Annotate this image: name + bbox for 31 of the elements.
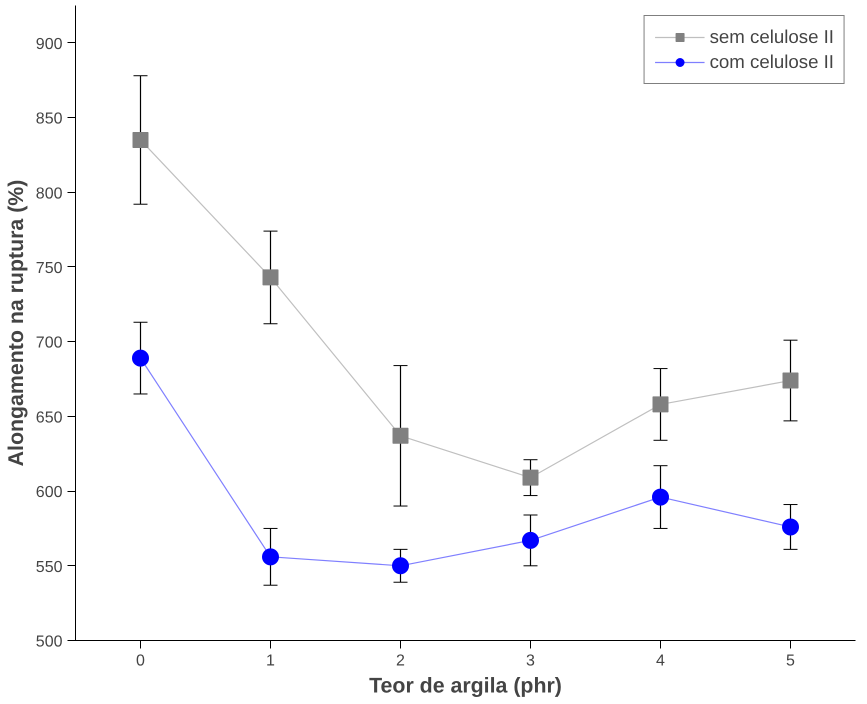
- y-tick-label: 750: [36, 260, 63, 277]
- point: [262, 548, 279, 566]
- y-tick-label: 500: [36, 634, 63, 650]
- point: [522, 470, 538, 486]
- legend-label: com celulose II: [710, 51, 834, 73]
- y-tick-label: 800: [36, 185, 63, 202]
- point: [652, 396, 668, 412]
- y-tick-label: 850: [36, 110, 63, 128]
- point: [132, 350, 149, 367]
- point: [782, 372, 798, 389]
- x-tick-label: 2: [396, 652, 406, 670]
- point: [132, 132, 148, 148]
- x-tick-label: 4: [656, 652, 666, 670]
- y-axis-title: Alongamento na ruptura (%): [4, 180, 28, 466]
- x-tick-label: 5: [786, 652, 796, 670]
- y-tick-label: 700: [36, 334, 63, 352]
- point: [782, 518, 799, 536]
- point: [652, 488, 669, 506]
- legend-label: sem celulose II: [710, 26, 834, 48]
- x-tick-label: 3: [526, 652, 536, 670]
- x-tick-label: 1: [266, 652, 276, 670]
- x-axis-title: Teor de argila (phr): [369, 674, 562, 698]
- y-tick-label: 550: [36, 558, 63, 576]
- y-tick-label: 900: [36, 36, 63, 53]
- point: [262, 269, 278, 286]
- point: [392, 428, 408, 444]
- point: [522, 532, 539, 549]
- x-tick-label: 0: [136, 652, 146, 670]
- y-tick-label: 650: [36, 409, 63, 426]
- y-tick-label: 600: [36, 484, 63, 502]
- point: [392, 557, 409, 574]
